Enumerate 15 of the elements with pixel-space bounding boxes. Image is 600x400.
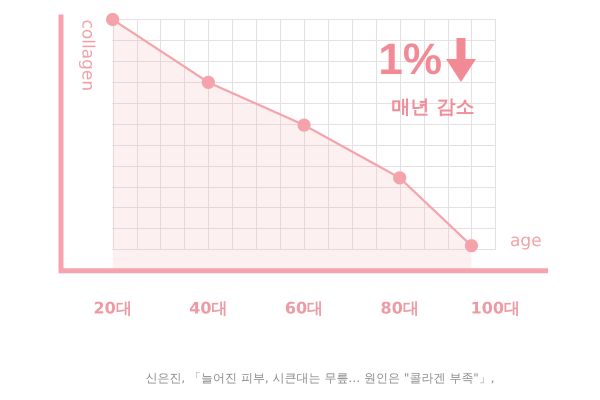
point	[464, 239, 478, 252]
y-axis-title: collagen	[78, 20, 98, 92]
point	[202, 76, 215, 89]
x-tick-label: 60대	[284, 298, 324, 318]
point	[106, 12, 120, 26]
annotation: 매년 감소	[392, 96, 474, 118]
x-axis-title: age	[510, 231, 542, 252]
x-tick-label: 20대	[93, 298, 132, 318]
point	[297, 118, 311, 132]
x-tick-label: 40대	[189, 298, 228, 318]
point	[393, 171, 406, 184]
annotation: 1%	[378, 35, 442, 84]
x-tick-label: 80대	[380, 298, 419, 318]
text: 신은진, 「늘어진 피부, 시큰대는 무릎… 원인은 "콜라겐 부족"」,	[145, 371, 495, 386]
x-tick-label: 100대	[470, 298, 520, 318]
